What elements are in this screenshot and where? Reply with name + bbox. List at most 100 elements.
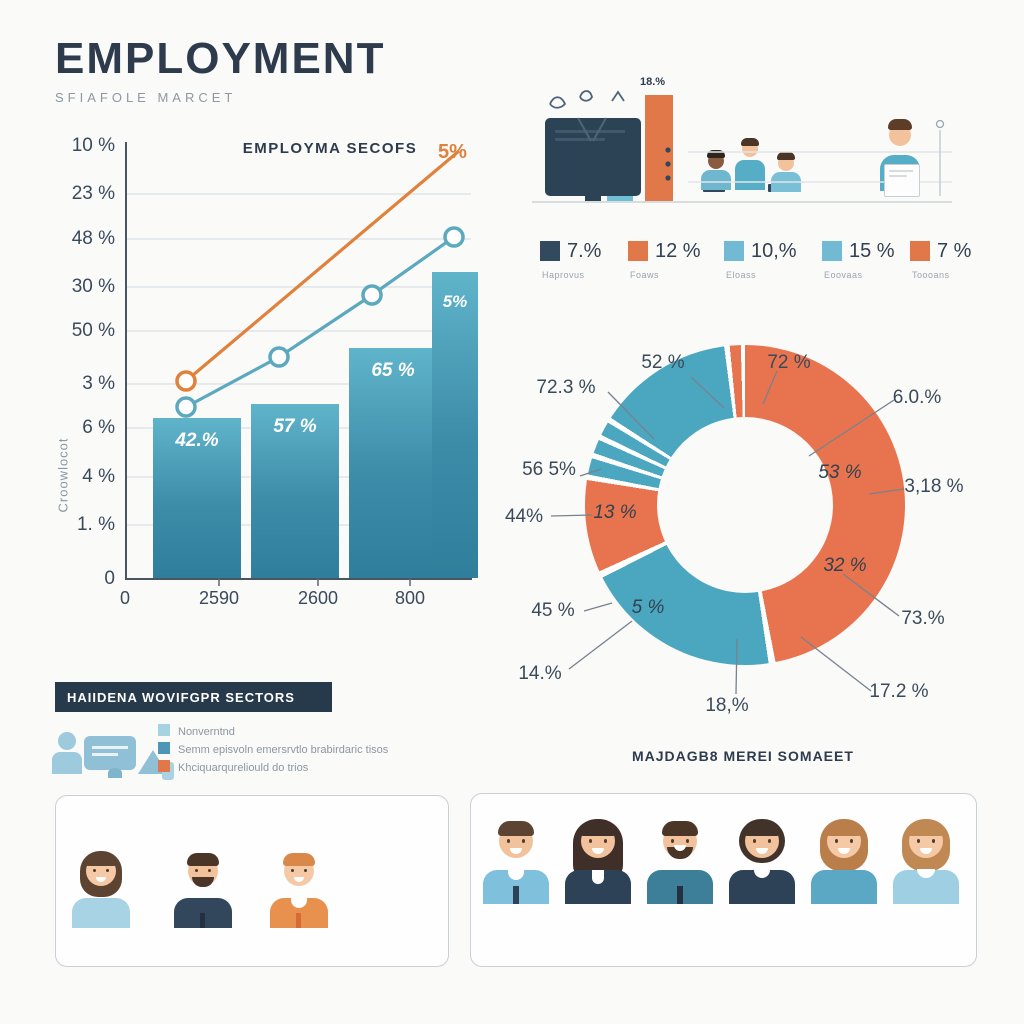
donut-inner-label: 32 % — [823, 555, 867, 576]
x-tick: 0 — [119, 588, 130, 608]
stat-item-1: 7.% Haprovus — [540, 240, 601, 280]
right-card-person-5 — [809, 812, 879, 904]
donut-callout: 45 % — [531, 600, 575, 621]
donut-callout: 72 % — [767, 352, 811, 373]
stat-value: 15 % — [849, 240, 895, 262]
mouth — [920, 848, 932, 854]
tie — [513, 886, 519, 904]
mini-person-2 — [734, 134, 766, 198]
stat-item-2: 12 % Foaws — [628, 240, 701, 280]
gridline — [126, 286, 471, 288]
hair-fringe — [85, 853, 117, 866]
donut-inner-label: 5 % — [631, 597, 665, 618]
monitor-icon — [545, 118, 641, 196]
x-tick: 2590 — [198, 588, 240, 608]
tie — [296, 913, 301, 928]
gridline — [126, 330, 471, 332]
mouth — [756, 848, 768, 854]
stat-swatch-blue — [822, 241, 842, 261]
monitor-stand — [585, 196, 601, 203]
monitor-line — [92, 746, 128, 749]
person-icon — [108, 768, 122, 778]
y-tick: 23 % — [71, 183, 115, 204]
legend-label: Nonverntnd — [178, 726, 235, 738]
gridline — [126, 238, 471, 240]
bar-2-label: 57 % — [273, 416, 317, 437]
y-tick: 1. % — [76, 514, 115, 535]
x-axis-line — [125, 578, 472, 580]
hair-fringe — [744, 821, 780, 836]
mouth — [294, 877, 304, 882]
donut-callout: 18,% — [705, 695, 749, 716]
stat-label: Haprovus — [542, 270, 585, 280]
legend-swatch — [158, 742, 170, 754]
legend-swatch — [158, 760, 170, 772]
bar-4: 5% — [432, 272, 478, 578]
monitor-line — [92, 753, 118, 756]
stat-value: 10,% — [751, 240, 797, 262]
legend-label: Khciquarqureliould do trios — [178, 762, 309, 774]
orange-trend-line — [184, 149, 461, 383]
donut-inner-label: 53 % — [818, 462, 862, 483]
donut-inner-label: 13 % — [593, 502, 637, 523]
page-title: EMPLOYMENT — [55, 34, 386, 83]
stat-swatch-orange — [628, 241, 648, 261]
stat-value: 7 % — [937, 240, 972, 262]
y-tick: 48 % — [71, 228, 115, 249]
right-card-person-1 — [481, 812, 551, 904]
stat-label: Eloass — [726, 270, 757, 280]
tie — [677, 886, 683, 904]
mini-bar-orange-label: 18.% — [640, 76, 666, 88]
torso — [701, 170, 731, 190]
torso — [811, 870, 877, 904]
right-card-title: MAJDAGB8 MEREI SOMAEET — [632, 748, 854, 764]
donut-callout: 6.0.% — [892, 387, 942, 408]
orange-line-end-label: 5% — [438, 141, 467, 163]
hair-fringe — [826, 821, 862, 836]
stat-label: Toooans — [912, 270, 950, 280]
y-axis-line — [125, 142, 127, 579]
mouth — [592, 848, 604, 854]
monitor-screen-line — [555, 130, 625, 133]
tablet-icon — [884, 164, 920, 197]
right-card-person-6 — [891, 812, 961, 904]
y-tick: 10 % — [71, 135, 115, 156]
teal-line-marker — [175, 396, 197, 418]
mouth — [674, 845, 686, 851]
torso — [72, 898, 130, 928]
stat-value: 12 % — [655, 240, 701, 262]
beard — [667, 847, 693, 859]
stat-item-4: 15 % Eoovaas — [822, 240, 895, 280]
monitor-screen-line — [555, 138, 605, 141]
teal-line-marker — [443, 226, 465, 248]
y-tick: 0 — [104, 568, 115, 589]
right-card-person-4 — [727, 812, 797, 904]
hair-fringe — [580, 821, 616, 836]
right-card — [470, 793, 977, 967]
right-card-person-2 — [563, 812, 633, 904]
donut-callout: 72.3 % — [536, 377, 596, 398]
bar-4-label: 5% — [442, 292, 468, 311]
tie — [200, 913, 205, 928]
orange-line-marker — [175, 370, 197, 392]
y-tick: 6 % — [82, 417, 115, 438]
collar — [917, 869, 935, 878]
hair-fringe — [498, 821, 534, 836]
page-subtitle: SFIAFOLE MARCET — [55, 90, 237, 105]
beard — [192, 877, 214, 887]
donut-callout: 52 % — [641, 352, 685, 373]
donut-callout: 14.% — [518, 663, 562, 684]
legend-label: Semm episvoln emersrvtlo brabirdaric tis… — [178, 744, 389, 756]
right-card-person-3 — [645, 812, 715, 904]
left-card-person-3 — [268, 846, 330, 928]
person-icon — [58, 732, 76, 750]
hair-fringe — [187, 853, 219, 866]
gridline — [126, 193, 471, 195]
hair-fringe — [283, 853, 315, 866]
torso — [735, 160, 765, 190]
hair — [888, 119, 912, 130]
bar-chart-title: EMPLOYMA SECOFS — [242, 140, 418, 157]
bar-1: 42.% — [153, 418, 241, 578]
workforce-icons — [50, 726, 174, 782]
